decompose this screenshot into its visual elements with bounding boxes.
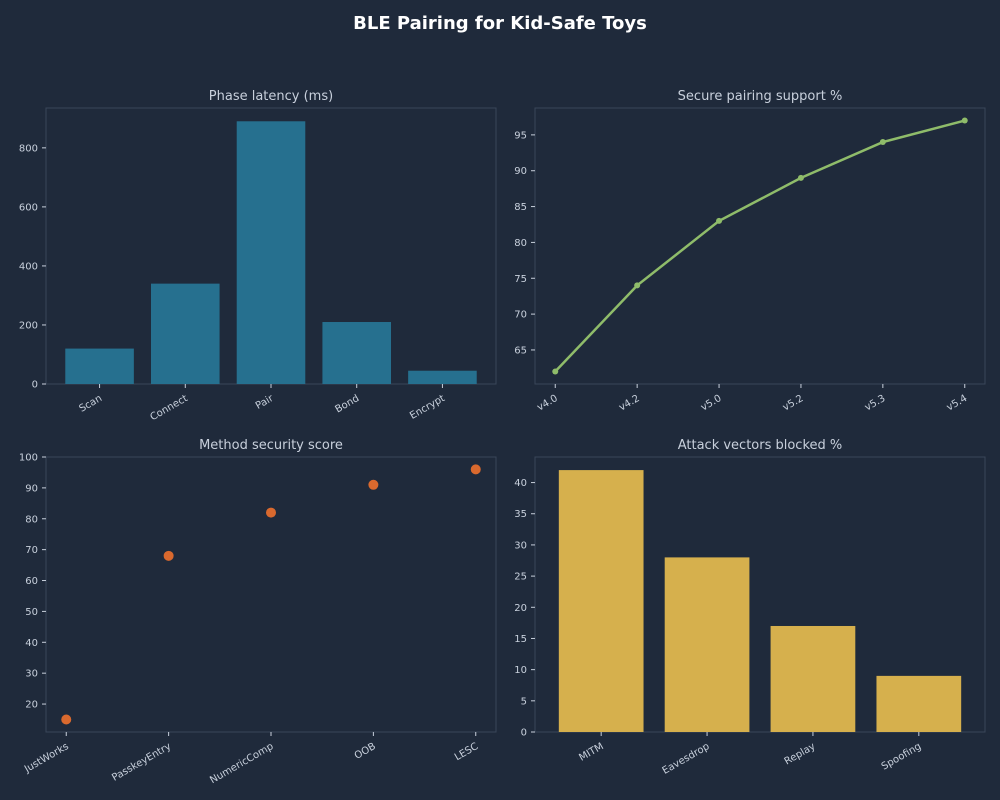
y-tick-label: 70 [514, 310, 527, 321]
x-tick-label: Scan [78, 393, 105, 415]
x-tick-label: v5.3 [863, 393, 887, 413]
plot-frame [534, 456, 986, 733]
y-tick-label: 0 [32, 380, 38, 391]
point-v5.3 [879, 139, 886, 146]
point-v4.2 [634, 282, 641, 289]
series-line [554, 119, 966, 373]
point-v5.2 [797, 174, 804, 181]
bar-MITM [558, 470, 644, 732]
x-tick-label: v5.4 [945, 393, 969, 413]
y-tick-label: 60 [25, 576, 38, 587]
plot-frame [534, 107, 986, 385]
x-tick-label: MITM [577, 741, 605, 764]
chart-0: Phase latency (ms) 0 200 400 600 800 Scan Conne… [19, 89, 497, 423]
x-tick-label: Replay [783, 741, 818, 767]
x-tick-label: Encrypt [408, 393, 447, 422]
chart-title: Secure pairing support % [678, 89, 843, 104]
x-tick-label: Bond [333, 393, 361, 415]
y-tick-label: 200 [19, 320, 38, 331]
point-OOB [368, 479, 379, 490]
x-tick-label: JustWorks [22, 741, 71, 776]
y-tick-label: 90 [514, 166, 527, 177]
point-NumericComp [266, 507, 276, 518]
chart-1: Secure pairing support % 65 70 75 80 85 90 95 v4… [514, 89, 986, 414]
y-tick-label: 80 [25, 514, 38, 525]
y-tick-label: 15 [514, 634, 527, 645]
chart-title: Method security score [199, 438, 343, 453]
x-tick-label: v4.0 [535, 393, 559, 413]
x-tick-label: LESC [453, 741, 480, 763]
y-tick-label: 5 [521, 696, 527, 707]
point-v4.0 [552, 368, 559, 375]
y-tick-label: 400 [19, 261, 38, 272]
y-tick-label: 90 [25, 483, 38, 494]
y-tick-label: 30 [514, 540, 527, 551]
x-tick-label: v5.2 [781, 393, 805, 413]
y-tick-label: 65 [514, 345, 527, 356]
x-tick-label: Connect [148, 393, 189, 423]
chart-title: Phase latency (ms) [209, 89, 333, 104]
y-tick-label: 25 [514, 572, 527, 583]
bar-Pair [236, 121, 306, 385]
y-tick-label: 40 [514, 478, 527, 489]
point-JustWorks [61, 714, 72, 725]
y-tick-label: 70 [25, 545, 38, 556]
y-tick-label: 50 [25, 607, 38, 618]
y-tick-label: 35 [514, 509, 527, 520]
plot-frame [45, 456, 497, 733]
y-tick-label: 20 [514, 603, 527, 614]
y-tick-label: 80 [514, 238, 527, 249]
bar-Scan [65, 348, 134, 384]
point-LESC [470, 464, 481, 475]
bar-Spoofing [876, 675, 962, 732]
chart-title: Attack vectors blocked % [678, 438, 843, 453]
y-tick-label: 0 [521, 728, 527, 739]
bar-Replay [770, 625, 856, 732]
bar-Connect [151, 283, 220, 384]
y-tick-label: 20 [25, 700, 38, 711]
y-tick-label: 100 [19, 453, 38, 464]
y-tick-label: 85 [514, 202, 527, 213]
x-tick-label: Eavesdrop [661, 741, 712, 777]
y-tick-label: 30 [25, 669, 38, 680]
y-tick-label: 75 [514, 274, 527, 285]
x-tick-label: PasskeyEntry [110, 741, 173, 784]
y-tick-label: 10 [514, 665, 527, 676]
x-tick-label: Spoofing [880, 741, 924, 772]
y-tick-label: 40 [25, 638, 38, 649]
x-tick-label: Pair [254, 393, 276, 412]
x-tick-label: OOB [353, 741, 378, 762]
x-tick-label: NumericComp [208, 741, 275, 786]
y-tick-label: 95 [514, 130, 527, 141]
bar-Eavesdrop [664, 557, 750, 732]
bar-Encrypt [408, 370, 477, 384]
point-v5.0 [716, 217, 723, 224]
figure-title: BLE Pairing for Kid-Safe Toys [353, 13, 647, 34]
x-tick-label: v5.0 [699, 393, 723, 413]
chart-3: Attack vectors blocked % 0 5 10 15 20 25 30 35 40… [514, 438, 986, 777]
y-tick-label: 800 [19, 143, 38, 154]
bar-Bond [322, 322, 391, 384]
x-tick-label: v4.2 [617, 393, 641, 413]
point-v5.4 [961, 117, 968, 124]
y-tick-label: 600 [19, 202, 38, 213]
point-PasskeyEntry [163, 550, 174, 561]
chart-2: Method security score 20 30 40 50 60 70 80 90 100… [19, 438, 497, 786]
